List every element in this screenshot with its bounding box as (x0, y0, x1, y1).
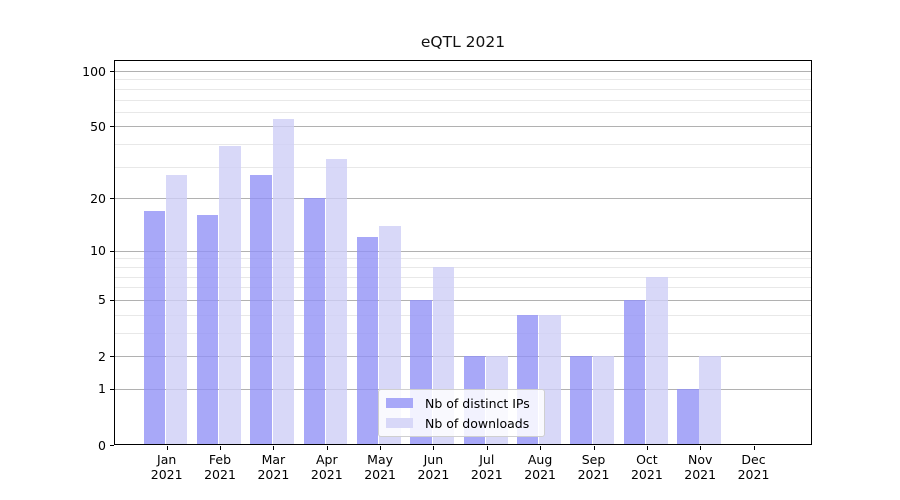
x-tick-mark-mar (273, 446, 275, 450)
bar-downloads-nov (699, 356, 721, 445)
y-tick-mark-5 (110, 299, 114, 301)
y-tick-mark-10 (110, 250, 114, 252)
major-gridline-2 (114, 356, 812, 357)
y-tick-mark-100 (110, 71, 114, 72)
x-tick-mark-feb (220, 446, 221, 450)
y-tick-mark-0 (110, 445, 114, 446)
legend-swatch-downloads (386, 418, 413, 428)
bar-distinct-ips-nov (677, 388, 699, 445)
y-tick-label-20: 20 (90, 190, 106, 206)
major-gridline-20 (114, 198, 812, 200)
x-tick-label-dec: Dec 2021 (737, 452, 770, 482)
x-tick-mark-may (380, 446, 382, 450)
x-tick-mark-oct (646, 446, 648, 450)
bar-downloads-sep (592, 356, 615, 445)
x-tick-label-jun: Jun 2021 (417, 452, 450, 482)
y-tick-label-50: 50 (90, 118, 106, 134)
minor-gridline-70 (114, 99, 812, 101)
x-tick-mark-dec (753, 446, 755, 450)
major-gridline-50 (114, 126, 812, 128)
x-tick-mark-nov (700, 446, 702, 450)
x-tick-label-may: May 2021 (364, 452, 396, 482)
x-tick-mark-jun (433, 446, 435, 450)
y-tick-mark-2 (110, 356, 114, 357)
minor-gridline-30 (114, 166, 812, 168)
x-tick-label-jan: Jan 2021 (150, 452, 183, 482)
bar-distinct-ips-sep (570, 356, 592, 445)
y-tick-label-100: 100 (82, 63, 106, 79)
y-tick-mark-1 (110, 388, 114, 390)
bar-distinct-ips-apr (303, 198, 326, 445)
minor-gridline-8 (114, 266, 812, 268)
y-tick-label-2: 2 (98, 348, 106, 364)
chart-title: eQTL 2021 (420, 33, 506, 51)
legend-swatch-distinct-ips (386, 398, 413, 408)
y-tick-label-1: 1 (98, 381, 106, 397)
x-tick-label-nov: Nov 2021 (684, 452, 717, 482)
minor-gridline-60 (114, 111, 812, 113)
minor-gridline-3 (114, 332, 812, 334)
minor-gridline-6 (114, 287, 812, 289)
bar-distinct-ips-mar (250, 175, 272, 445)
legend-entry-distinct-ips: Nb of distinct IPs (386, 395, 544, 411)
major-gridline-10 (114, 250, 812, 252)
x-tick-mark-jul (486, 446, 488, 450)
y-tick-mark-20 (110, 198, 114, 200)
minor-gridline-9 (114, 258, 812, 260)
y-tick-mark-50 (110, 126, 114, 128)
y-tick-label-0: 0 (98, 437, 106, 453)
minor-gridline-7 (114, 276, 812, 278)
bar-distinct-ips-may (356, 237, 379, 445)
minor-gridline-80 (114, 88, 812, 90)
x-tick-label-mar: Mar 2021 (257, 452, 290, 482)
x-tick-label-feb: Feb 2021 (204, 452, 236, 482)
x-tick-label-aug: Aug 2021 (524, 452, 556, 482)
x-tick-mark-sep (593, 446, 595, 450)
x-tick-label-oct: Oct 2021 (630, 452, 663, 482)
major-gridline-5 (114, 299, 812, 301)
bar-distinct-ips-feb (196, 215, 219, 445)
x-tick-label-sep: Sep 2021 (577, 452, 610, 482)
x-tick-mark-jan (166, 446, 168, 450)
x-tick-mark-aug (540, 446, 542, 450)
bar-downloads-oct (646, 276, 668, 445)
bar-downloads-feb (219, 146, 241, 445)
x-tick-label-jul: Jul 2021 (470, 452, 503, 482)
bar-downloads-apr (325, 159, 348, 445)
legend-label-distinct-ips: Nb of distinct IPs (425, 395, 530, 411)
bar-distinct-ips-jan (143, 210, 166, 445)
y-tick-label-5: 5 (98, 292, 106, 308)
minor-gridline-90 (114, 79, 812, 81)
x-tick-mark-apr (326, 446, 328, 450)
x-tick-label-apr: Apr 2021 (310, 452, 343, 482)
bar-distinct-ips-oct (623, 299, 646, 445)
minor-gridline-40 (114, 144, 812, 146)
legend-entry-downloads: Nb of downloads (386, 415, 544, 431)
legend-label-downloads: Nb of downloads (425, 415, 530, 431)
bar-downloads-mar (272, 118, 295, 445)
bar-downloads-jan (165, 175, 188, 445)
y-tick-label-10: 10 (90, 243, 106, 259)
legend: Nb of distinct IPs Nb of downloads (378, 389, 545, 437)
minor-gridline-4 (114, 314, 812, 316)
major-gridline-100 (114, 71, 812, 72)
